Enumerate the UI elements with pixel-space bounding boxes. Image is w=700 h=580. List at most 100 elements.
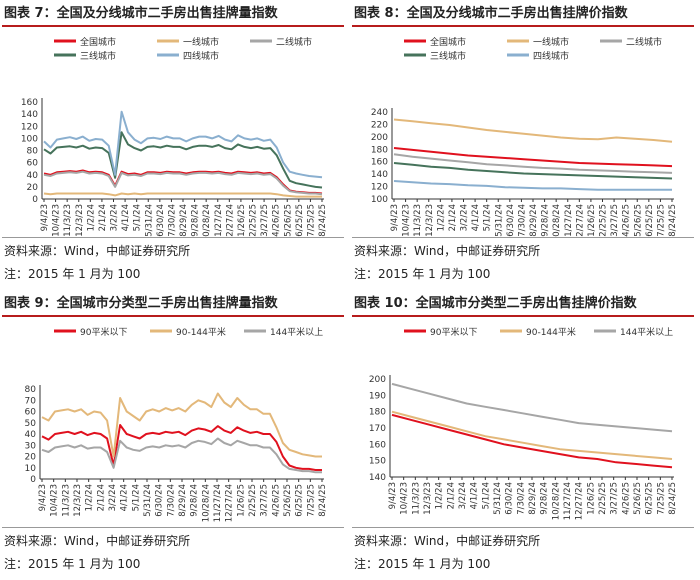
y-tick-label: 160 [369, 440, 386, 450]
series-line [43, 131, 323, 189]
x-tick-label: 11/27/24 [564, 204, 574, 237]
y-tick-label: 30 [25, 441, 37, 451]
source-note: 资料来源：Wind，中邮证券研究所 [2, 527, 344, 552]
series-line [393, 153, 673, 174]
chart-title: 图表 7：全国及分线城市二手房出售挂牌量指数 [2, 3, 344, 27]
x-tick-label: 12/27/24 [575, 204, 585, 237]
y-tick-label: 160 [371, 158, 388, 168]
y-tick-label: 70 [25, 396, 37, 406]
x-tick-label: 3/27/25 [260, 204, 270, 237]
x-tick-label: 11/3/23 [411, 482, 421, 515]
x-tick-label: 4/1/24 [121, 204, 131, 231]
source-note: 资料来源：Wind，中邮证券研究所 [2, 237, 344, 262]
x-tick-label: 7/25/25 [656, 204, 666, 237]
y-tick-label: 240 [371, 108, 388, 118]
y-tick-label: 120 [21, 122, 38, 132]
legend-label: 三线城市 [80, 50, 116, 62]
chart-title: 图表 10：全国城市分类型二手房出售挂牌价指数 [352, 293, 694, 317]
y-tick-label: 170 [369, 424, 386, 434]
x-tick-label: 3/2/24 [110, 204, 120, 231]
legend-label: 144平米以上 [620, 326, 673, 338]
series-line [43, 192, 322, 198]
x-tick-label: 4/26/25 [621, 482, 631, 515]
legend-label: 90-144平米 [526, 326, 576, 338]
x-tick-label: 12/3/23 [73, 484, 83, 517]
x-tick-label: 6/30/24 [155, 484, 165, 517]
x-tick-label: 11/27/24 [563, 482, 573, 520]
x-tick-label: 6/25/25 [645, 482, 655, 515]
series-line [391, 410, 673, 460]
panel-1: 图表 7：全国及分线城市二手房出售挂牌量指数 全国城市 一线城市 二线城市 三线城市 四… [2, 3, 344, 286]
x-tick-label: 1/2/24 [86, 204, 96, 231]
base-note: 注：2015 年 1 月为 100 [354, 557, 491, 571]
x-tick-label: 11/27/24 [214, 204, 224, 237]
x-tick-label: 7/25/25 [306, 204, 316, 237]
chart-listing-price-by-size: 90平米以下 90-144平米 144平米以上 140 150 160 170 180 190 2… [369, 326, 678, 520]
x-tick-label: 2/1/24 [446, 482, 456, 509]
x-tick-label: 4/26/25 [272, 204, 282, 237]
series-line [43, 110, 323, 179]
x-tick-label: 3/2/24 [108, 484, 118, 511]
y-tick-label: 50 [25, 419, 37, 429]
y-tick-label: 180 [371, 145, 388, 155]
x-tick-label: 6/25/25 [295, 484, 305, 517]
x-tick-label: 5/1/24 [481, 482, 491, 509]
x-tick-label: 8/24/25 [318, 204, 328, 237]
series-line [41, 424, 322, 471]
x-tick-label: 7/30/24 [166, 484, 176, 517]
x-tick-label: 9/4/23 [38, 484, 48, 511]
x-tick-label: 5/26/25 [283, 204, 293, 237]
x-tick-label: 9/4/23 [390, 204, 400, 231]
y-tick-label: 10 [25, 464, 37, 474]
x-tick-label: 7/25/25 [306, 484, 316, 517]
x-tick-label: 5/1/24 [483, 204, 493, 231]
legend-label: 144平米以上 [270, 326, 323, 338]
y-tick-label: 80 [25, 385, 37, 395]
x-tick-label: 8/29/24 [178, 484, 188, 517]
y-tick-label: 180 [369, 408, 386, 418]
source-note: 资料来源：Wind，中邮证券研究所 [352, 527, 694, 552]
x-tick-label: 12/3/23 [423, 482, 433, 515]
x-tick-label: 10/4/23 [402, 204, 412, 237]
x-tick-label: 8/29/24 [179, 204, 189, 237]
x-tick-label: 2/1/24 [448, 204, 458, 231]
x-tick-label: 12/27/24 [575, 482, 585, 520]
legend-label: 一线城市 [533, 36, 569, 48]
chart-title: 图表 9：全国城市分类型二手房出售挂牌量指数 [2, 293, 344, 317]
x-tick-label: 7/25/25 [656, 482, 666, 515]
x-tick-label: 7/30/24 [517, 204, 527, 237]
x-tick-label: 2/25/25 [249, 204, 259, 237]
x-tick-label: 2/1/24 [96, 484, 106, 511]
x-tick-label: 5/1/24 [131, 484, 141, 511]
series-line [393, 118, 673, 143]
x-tick-label: 1/26/25 [237, 204, 247, 237]
x-tick-label: 8/29/24 [528, 482, 538, 515]
x-tick-label: 2/25/25 [599, 204, 609, 237]
legend-label: 四线城市 [533, 50, 569, 62]
legend-label: 三线城市 [430, 50, 466, 62]
y-tick-label: 100 [21, 134, 38, 144]
series-line [391, 413, 673, 469]
x-tick-label: 6/25/25 [645, 204, 655, 237]
x-tick-label: 12/27/24 [225, 204, 235, 237]
x-tick-label: 9/28/24 [191, 204, 201, 237]
x-tick-label: 1/26/25 [587, 204, 597, 237]
x-tick-label: 6/30/24 [505, 482, 515, 515]
x-tick-label: 4/1/24 [471, 204, 481, 231]
x-tick-label: 8/24/25 [318, 484, 328, 517]
x-tick-label: 2/25/25 [248, 484, 258, 517]
x-tick-label: 10/4/23 [400, 482, 410, 515]
x-tick-label: 12/3/23 [75, 204, 85, 237]
x-tick-label: 5/26/25 [633, 204, 643, 237]
y-tick-label: 20 [25, 453, 37, 463]
x-tick-label: 10/4/23 [50, 484, 60, 517]
x-tick-label: 10/28/24 [202, 204, 212, 237]
y-tick-label: 200 [371, 133, 388, 143]
legend-label: 二线城市 [626, 36, 662, 48]
panel-2: 图表 8：全国及分线城市二手房出售挂牌价指数 全国城市 一线城市 二线城市 三线城市 四… [352, 3, 694, 286]
y-tick-label: 150 [369, 457, 386, 467]
x-tick-label: 5/1/24 [133, 204, 143, 231]
legend-label: 四线城市 [183, 50, 219, 62]
